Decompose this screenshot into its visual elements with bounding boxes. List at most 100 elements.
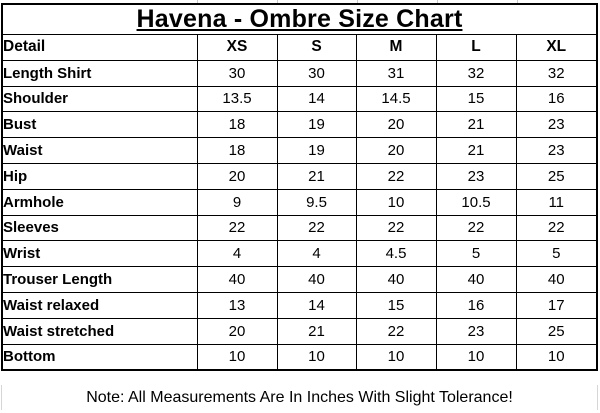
value-cell: 21 bbox=[435, 137, 517, 164]
value-cell: 15 bbox=[355, 291, 437, 319]
table-row: Wrist 4 4 4.5 5 5 bbox=[1, 240, 598, 268]
header-cell-size: L bbox=[435, 34, 517, 61]
value-cell: 14.5 bbox=[355, 85, 437, 113]
value-cell: 16 bbox=[435, 291, 517, 319]
table-row: Waist 18 19 20 21 23 bbox=[1, 137, 598, 164]
value-cell: 20 bbox=[355, 137, 437, 164]
value-cell: 14 bbox=[276, 85, 357, 113]
value-cell: 23 bbox=[435, 162, 517, 190]
value-cell: 10 bbox=[196, 343, 278, 371]
table-row: Waist stretched 20 21 22 23 25 bbox=[1, 317, 598, 345]
value-cell: 18 bbox=[196, 137, 278, 164]
value-cell: 30 bbox=[276, 59, 357, 87]
table-row: Length Shirt 30 30 31 32 32 bbox=[1, 59, 598, 87]
value-cell: 40 bbox=[355, 266, 437, 293]
table-row: Sleeves 22 22 22 22 22 bbox=[1, 214, 598, 242]
value-cell: 10 bbox=[355, 343, 437, 371]
table-row: Waist relaxed 13 14 15 16 17 bbox=[1, 291, 598, 319]
value-cell: 10 bbox=[276, 343, 357, 371]
row-label: Hip bbox=[1, 162, 198, 190]
value-cell: 31 bbox=[355, 59, 437, 87]
header-cell-size: S bbox=[276, 34, 357, 61]
gridline-stub bbox=[437, 0, 438, 3]
table-header-row: Detail XS S M L XL bbox=[1, 34, 598, 61]
row-label: Waist relaxed bbox=[1, 291, 198, 319]
value-cell: 10.5 bbox=[435, 188, 517, 216]
value-cell: 14 bbox=[276, 291, 357, 319]
value-cell: 5 bbox=[435, 240, 517, 268]
value-cell: 22 bbox=[355, 214, 437, 242]
row-label: Length Shirt bbox=[1, 59, 198, 87]
row-label: Bust bbox=[1, 111, 198, 139]
table-row: Hip 20 21 22 23 25 bbox=[1, 162, 598, 190]
value-cell: 21 bbox=[276, 317, 357, 345]
gridline-stub bbox=[277, 0, 278, 3]
header-cell-detail: Detail bbox=[1, 34, 198, 61]
row-label: Trouser Length bbox=[1, 266, 198, 293]
row-label: Waist bbox=[1, 137, 198, 164]
value-cell: 22 bbox=[196, 214, 278, 242]
size-chart-table: Havena - Ombre Size Chart Detail XS S M L XL … bbox=[1, 3, 598, 372]
value-cell: 25 bbox=[515, 162, 598, 190]
value-cell: 18 bbox=[196, 111, 278, 139]
table-row: Armhole 9 9.5 10 10.5 11 bbox=[1, 188, 598, 216]
value-cell: 22 bbox=[355, 317, 437, 345]
value-cell: 22 bbox=[355, 162, 437, 190]
value-cell: 19 bbox=[276, 111, 357, 139]
header-cell-size: XS bbox=[196, 34, 278, 61]
note-text: Note: All Measurements Are In Inches Wit… bbox=[1, 385, 598, 410]
row-label: Waist stretched bbox=[1, 317, 198, 345]
value-cell: 10 bbox=[355, 188, 437, 216]
value-cell: 30 bbox=[196, 59, 278, 87]
gridline-stub bbox=[357, 0, 358, 3]
value-cell: 22 bbox=[515, 214, 598, 242]
value-cell: 20 bbox=[355, 111, 437, 139]
table-row: Bottom 10 10 10 10 10 bbox=[1, 343, 598, 371]
gridline-stub bbox=[517, 0, 518, 3]
value-cell: 4 bbox=[196, 240, 278, 268]
value-cell: 10 bbox=[515, 343, 598, 371]
value-cell: 23 bbox=[515, 111, 598, 139]
value-cell: 4.5 bbox=[355, 240, 437, 268]
row-label: Armhole bbox=[1, 188, 198, 216]
value-cell: 10 bbox=[435, 343, 517, 371]
value-cell: 32 bbox=[515, 59, 598, 87]
value-cell: 21 bbox=[276, 162, 357, 190]
value-cell: 13 bbox=[196, 291, 278, 319]
title-cell: Havena - Ombre Size Chart bbox=[1, 3, 598, 35]
value-cell: 21 bbox=[435, 111, 517, 139]
row-label: Bottom bbox=[1, 343, 198, 371]
value-cell: 9.5 bbox=[276, 188, 357, 216]
value-cell: 25 bbox=[515, 317, 598, 345]
value-cell: 19 bbox=[276, 137, 357, 164]
value-cell: 4 bbox=[276, 240, 357, 268]
value-cell: 22 bbox=[276, 214, 357, 242]
value-cell: 20 bbox=[196, 162, 278, 190]
header-cell-size: M bbox=[355, 34, 437, 61]
value-cell: 16 bbox=[515, 85, 598, 113]
value-cell: 40 bbox=[435, 266, 517, 293]
value-cell: 17 bbox=[515, 291, 598, 319]
value-cell: 20 bbox=[196, 317, 278, 345]
page-title: Havena - Ombre Size Chart bbox=[136, 5, 463, 33]
value-cell: 40 bbox=[196, 266, 278, 293]
value-cell: 23 bbox=[435, 317, 517, 345]
row-label: Shoulder bbox=[1, 85, 198, 113]
value-cell: 23 bbox=[515, 137, 598, 164]
value-cell: 32 bbox=[435, 59, 517, 87]
row-label: Sleeves bbox=[1, 214, 198, 242]
title-row: Havena - Ombre Size Chart bbox=[1, 3, 598, 35]
table-row: Bust 18 19 20 21 23 bbox=[1, 111, 598, 139]
value-cell: 13.5 bbox=[196, 85, 278, 113]
table-row: Trouser Length 40 40 40 40 40 bbox=[1, 266, 598, 293]
value-cell: 40 bbox=[515, 266, 598, 293]
value-cell: 22 bbox=[435, 214, 517, 242]
value-cell: 9 bbox=[196, 188, 278, 216]
gridline-stub bbox=[197, 0, 198, 3]
row-label: Wrist bbox=[1, 240, 198, 268]
header-cell-size: XL bbox=[515, 34, 598, 61]
value-cell: 40 bbox=[276, 266, 357, 293]
value-cell: 5 bbox=[515, 240, 598, 268]
value-cell: 15 bbox=[435, 85, 517, 113]
